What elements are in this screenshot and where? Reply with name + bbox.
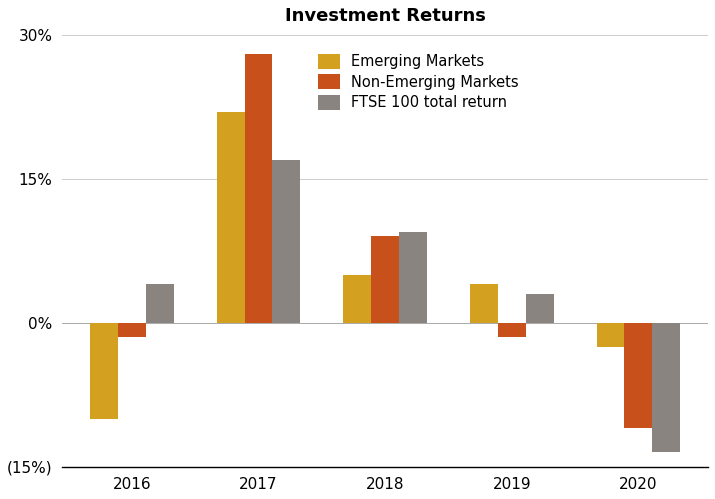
Bar: [146, 284, 174, 323]
Bar: [343, 275, 371, 323]
Bar: [470, 284, 498, 323]
Bar: [90, 323, 118, 419]
Bar: [272, 160, 300, 323]
Bar: [217, 112, 245, 323]
Bar: [652, 323, 680, 452]
Bar: [399, 232, 427, 323]
Title: Investment Returns: Investment Returns: [285, 7, 485, 25]
Bar: [371, 237, 399, 323]
Bar: [526, 294, 553, 323]
Bar: [118, 323, 146, 337]
Bar: [596, 323, 624, 347]
Bar: [245, 54, 272, 323]
Bar: [498, 323, 526, 337]
Bar: [624, 323, 652, 428]
Legend: Emerging Markets, Non-Emerging Markets, FTSE 100 total return: Emerging Markets, Non-Emerging Markets, …: [315, 51, 522, 113]
